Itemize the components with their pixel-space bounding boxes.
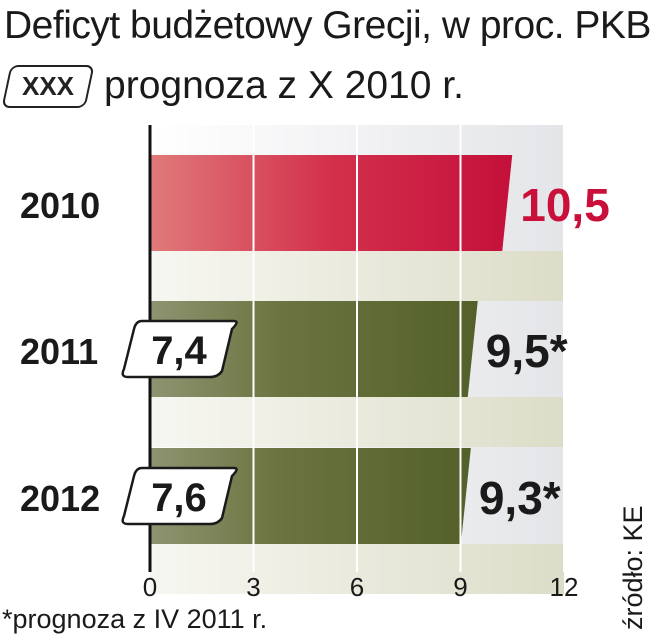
value-label: 9,5* xyxy=(486,325,568,377)
x-tick-label: 9 xyxy=(453,572,467,602)
legend: XXX prognoza z X 2010 r. xyxy=(1,64,464,108)
x-tick-label: 12 xyxy=(550,572,579,602)
forecast-badge-frame xyxy=(121,466,238,526)
x-tick-label: 6 xyxy=(350,572,364,602)
x-tick-label: 3 xyxy=(246,572,260,602)
x-tick-label: 0 xyxy=(143,572,157,602)
forecast-value-label: 7,4 xyxy=(151,329,207,373)
forecast-badge: 7,6 xyxy=(121,466,238,526)
bar-2010 xyxy=(150,155,513,251)
category-label: 2011 xyxy=(20,331,98,372)
forecast-badge: 7,4 xyxy=(121,319,238,379)
value-label: 9,3* xyxy=(479,472,561,524)
legend-text: prognoza z X 2010 r. xyxy=(104,64,464,107)
footnote: *prognoza z IV 2011 r. xyxy=(2,604,268,634)
category-label: 2010 xyxy=(20,185,100,226)
category-label: 2012 xyxy=(20,478,100,519)
forecast-value-label: 7,6 xyxy=(151,476,207,520)
chart-title: Deficyt budżetowy Grecji, w proc. PKB xyxy=(4,4,651,47)
source-note: źródło: KE xyxy=(618,505,648,630)
value-label: 10,5 xyxy=(520,179,610,231)
forecast-badge-frame xyxy=(121,319,238,379)
